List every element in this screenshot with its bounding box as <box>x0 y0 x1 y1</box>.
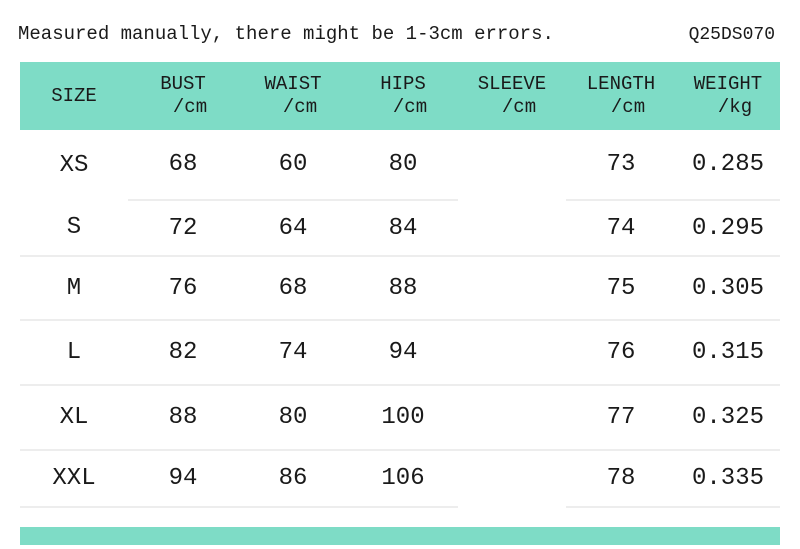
header-cell-hips: HIPS /cm <box>348 62 458 130</box>
table-cell: 76 <box>566 320 676 386</box>
table-cell: 0.335 <box>676 450 780 508</box>
table-cell: 76 <box>128 256 238 321</box>
table-cell: 84 <box>348 200 458 257</box>
table-cell <box>458 450 566 507</box>
column-label: SIZE <box>51 84 97 107</box>
column-label: WEIGHT <box>693 73 763 95</box>
table-cell <box>458 130 566 200</box>
table-row: S 72 64 84 74 0.295 <box>20 200 780 257</box>
table-row: L 82 74 94 76 0.315 <box>20 320 780 386</box>
table-cell: 82 <box>128 320 238 386</box>
header-cell-weight: WEIGHT /kg <box>676 62 780 130</box>
table-cell: 106 <box>348 450 458 508</box>
table-cell: 0.285 <box>676 130 780 201</box>
size-label-cell: L <box>20 320 128 386</box>
table-cell: 86 <box>238 450 348 508</box>
table-cell: 0.325 <box>676 385 780 451</box>
table-cell: 73 <box>566 130 676 201</box>
table-row: XXL 94 86 106 78 0.335 <box>20 450 780 508</box>
table-cell: 80 <box>348 130 458 201</box>
table-cell <box>458 200 566 257</box>
header-cell-waist: WAIST /cm <box>238 62 348 130</box>
table-cell: 60 <box>238 130 348 201</box>
measurement-note: Measured manually, there might be 1-3cm … <box>18 23 554 45</box>
table-cell <box>458 385 566 451</box>
table-cell <box>458 256 566 321</box>
column-label: BUST <box>160 73 206 95</box>
size-label-cell: XXL <box>20 450 128 508</box>
column-unit: /cm <box>392 96 428 118</box>
table-cell: 78 <box>566 450 676 508</box>
column-label: LENGTH <box>586 73 656 95</box>
table-header-row: SIZE BUST /cm WAIST /cm HIPS /cm SLEEVE <box>20 62 780 130</box>
table-cell: 88 <box>348 256 458 321</box>
table-cell: 77 <box>566 385 676 451</box>
header-note-row: Measured manually, there might be 1-3cm … <box>18 22 775 47</box>
table-cell: 72 <box>128 200 238 257</box>
table-cell: 100 <box>348 385 458 451</box>
table-cell: 88 <box>128 385 238 451</box>
column-unit: /cm <box>282 96 318 118</box>
column-unit: /kg <box>717 96 753 118</box>
footer-bar <box>20 527 780 545</box>
header-cell-bust: BUST /cm <box>128 62 238 130</box>
table-cell: 94 <box>128 450 238 508</box>
table-cell: 68 <box>238 256 348 321</box>
table-cell <box>458 320 566 386</box>
table-cell: 75 <box>566 256 676 321</box>
column-unit: /cm <box>172 96 208 118</box>
table-cell: 80 <box>238 385 348 451</box>
size-label-cell: M <box>20 256 128 321</box>
size-label-cell: S <box>20 200 128 257</box>
table-row: XL 88 80 100 77 0.325 <box>20 385 780 451</box>
header-cell-length: LENGTH /cm <box>566 62 676 130</box>
product-code: Q25DS070 <box>688 25 775 45</box>
table-cell: 74 <box>238 320 348 386</box>
size-label-cell: XL <box>20 385 128 451</box>
column-label: SLEEVE <box>477 73 547 95</box>
table-row: XS 68 60 80 73 0.285 <box>20 130 780 201</box>
header-cell-sleeve: SLEEVE /cm <box>458 62 566 130</box>
table-row: M 76 68 88 75 0.305 <box>20 256 780 321</box>
table-cell: 0.305 <box>676 256 780 321</box>
header-cell-size: SIZE <box>20 62 128 130</box>
table-cell: 94 <box>348 320 458 386</box>
size-table: SIZE BUST /cm WAIST /cm HIPS /cm SLEEVE <box>20 62 780 508</box>
column-label: WAIST <box>264 73 322 95</box>
size-label-cell: XS <box>59 151 89 179</box>
table-cell: 0.295 <box>676 200 780 257</box>
table-cell: 68 <box>128 130 238 201</box>
column-unit: /cm <box>610 96 646 118</box>
table-cell: 64 <box>238 200 348 257</box>
table-cell: 74 <box>566 200 676 257</box>
table-cell: 0.315 <box>676 320 780 386</box>
column-label: HIPS <box>380 73 426 95</box>
column-unit: /cm <box>501 96 537 118</box>
